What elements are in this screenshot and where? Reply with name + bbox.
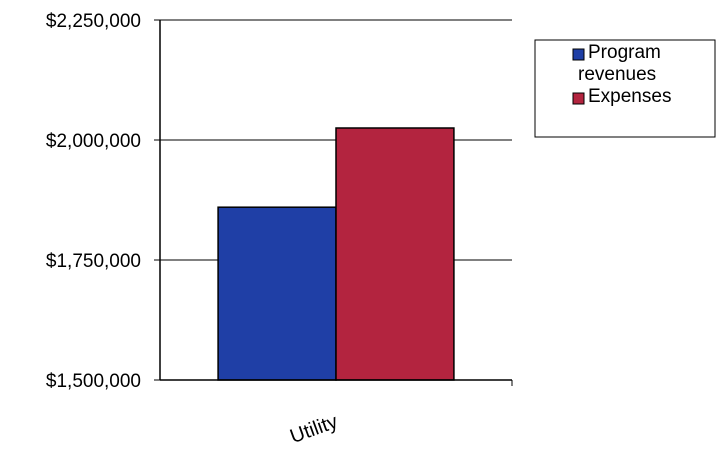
y-tick-label: $2,000,000: [46, 131, 141, 152]
bar-expenses: [335, 127, 455, 381]
legend-label: Program revenues: [578, 42, 661, 85]
legend-label: Expenses: [588, 86, 671, 107]
legend-swatch: [572, 92, 585, 105]
legend-label-line: revenues: [578, 64, 656, 85]
y-tick-label: $2,250,000: [46, 11, 141, 32]
x-category-labels: Utility: [287, 411, 340, 448]
legend-swatch: [572, 48, 585, 61]
axes: [154, 19, 513, 386]
legend-label-line: Expenses: [588, 86, 671, 107]
legend-box: [534, 39, 716, 138]
y-tick-label: $1,500,000: [46, 371, 141, 392]
bars: [217, 127, 455, 381]
legend-label-line: Program: [588, 42, 661, 63]
y-tick-labels: $1,500,000 $1,750,000 $2,000,000 $2,250,000: [46, 11, 141, 392]
x-category-label: Utility: [287, 411, 340, 448]
y-tick-label: $1,750,000: [46, 251, 141, 272]
bar-program-revenues: [217, 206, 337, 381]
